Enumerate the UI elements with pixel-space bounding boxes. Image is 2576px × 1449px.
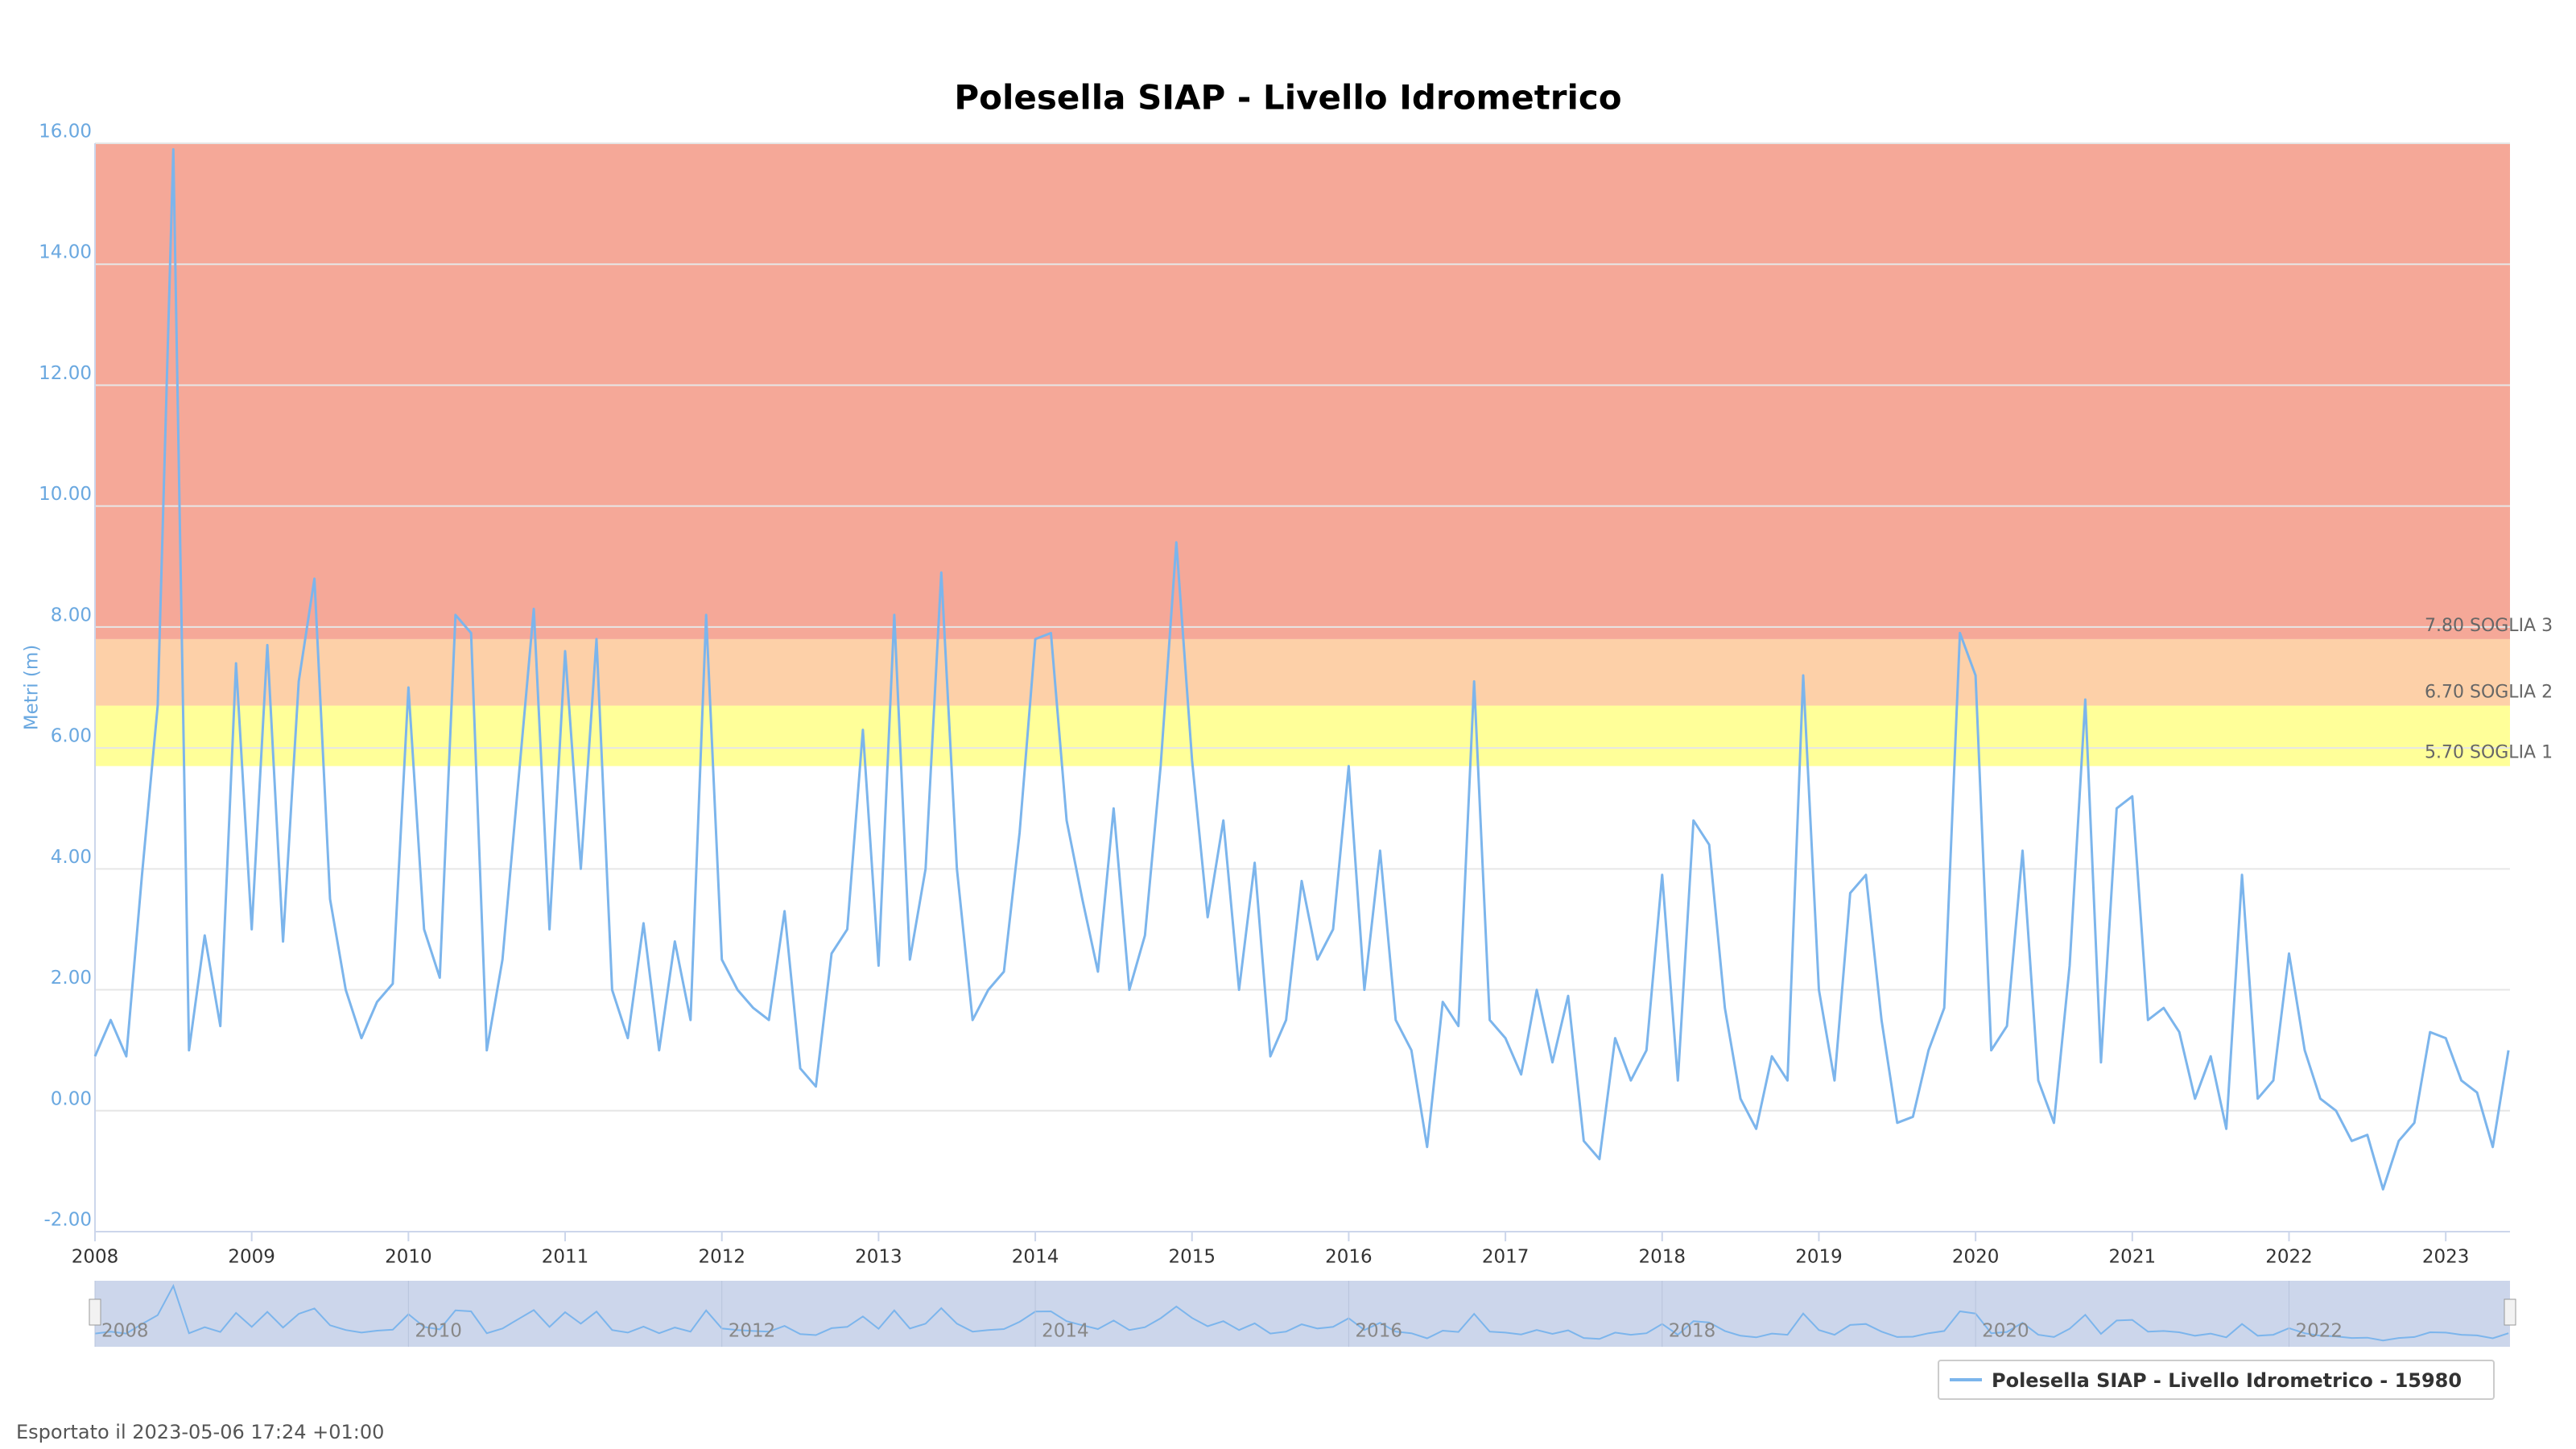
navigator-tick-label: 2012 [729,1321,776,1342]
legend[interactable]: Polesella SIAP - Livello Idrometrico - 1… [1938,1360,2495,1400]
threshold-band [95,638,2510,706]
navigator-handle[interactable] [2504,1298,2516,1326]
legend-label[interactable]: Polesella SIAP - Livello Idrometrico - 1… [1992,1369,2462,1392]
x-tick-label: 2012 [698,1247,745,1268]
y-tick-label: 14.00 [39,242,92,263]
x-tick-label: 2019 [1795,1247,1843,1268]
plot: 5.70 SOGLIA 1 6.70 SOGLIA 2 7.80 SOGLIA 3 [93,148,2553,1191]
y-tick-label: 4.00 [51,847,92,868]
x-tick-label: 2021 [2109,1247,2157,1268]
y-tick-label: -2.00 [43,1210,92,1231]
navigator-mask[interactable] [95,1281,2510,1347]
y-axis-title: Metri (m) [22,645,43,731]
x-tick-label: 2022 [2265,1247,2313,1268]
x-tick-label: 2011 [542,1247,589,1268]
y-tick-label: 12.00 [39,363,92,384]
legend-box [1938,1360,2495,1400]
x-tick-label: 2009 [228,1247,275,1268]
chart-title: Polesella SIAP - Livello Idrometrico [954,78,1621,118]
threshold-band [95,143,2510,639]
x-tick-label: 2023 [2422,1247,2470,1268]
x-tick-label: 2008 [72,1247,119,1268]
x-tick-label: 2014 [1012,1247,1059,1268]
x-tick-label: 2010 [385,1247,432,1268]
bands [95,143,2510,766]
navigator-tick-label: 2016 [1355,1321,1402,1342]
footer: Esportato il 2023-05-06 17:24 +01:00 [16,1421,384,1443]
x-tick-label: 2017 [1482,1247,1530,1268]
y-tick-label: 10.00 [39,484,92,505]
x-tick-label: 2020 [1952,1247,2000,1268]
navigator-tick-label: 2008 [101,1321,149,1342]
x-tick-label: 2013 [855,1247,902,1268]
y-tick-label: 6.00 [51,726,92,747]
navigator-line [94,1283,2509,1342]
navigator-handle[interactable] [89,1298,101,1326]
y-tick-label: 16.00 [39,122,92,142]
x-tick-label: 2016 [1325,1247,1373,1268]
y-tick-label: 2.00 [51,968,92,989]
navigator-tick-label: 2022 [2296,1321,2343,1342]
navigator-tick-label: 2020 [1982,1321,2029,1342]
x-tick-label: 2015 [1168,1247,1216,1268]
data-line [93,148,2510,1191]
threshold-label: 5.70 SOGLIA 1 [2425,743,2553,763]
navigator-tick-label: 2010 [415,1321,462,1342]
x-tick-label: 2018 [1639,1247,1686,1268]
navigator-tick-label: 2018 [1669,1321,1716,1342]
y-tick-label: 8.00 [51,605,92,625]
threshold-label: 7.80 SOGLIA 3 [2425,616,2553,636]
navigator: 2008 2010 2012 2014 2016 2018 2020 2022 [94,1281,2509,1347]
navigator-tick-label: 2014 [1042,1321,1089,1342]
threshold-label: 6.70 SOGLIA 2 [2425,683,2553,703]
y-tick-label: 0.00 [51,1088,92,1109]
threshold-band [95,705,2510,766]
